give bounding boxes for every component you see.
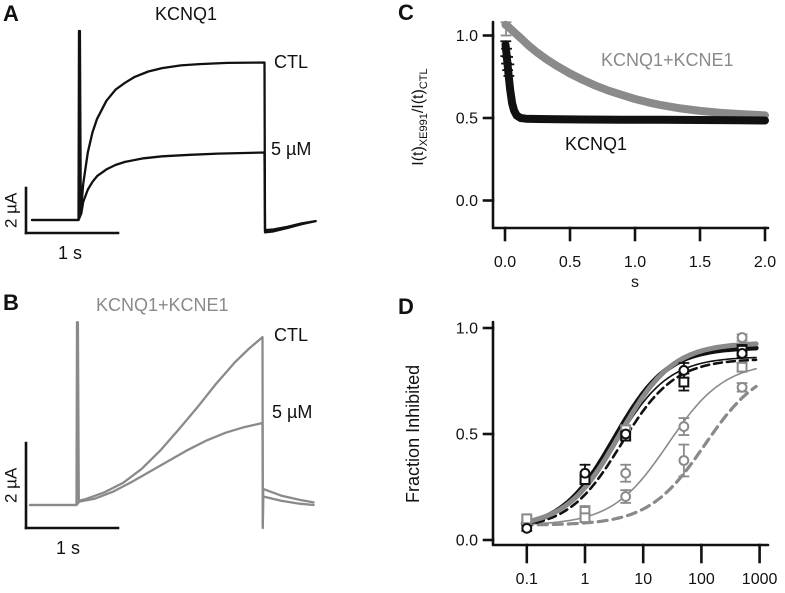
- panel-c-ylabel-main1: I(t): [409, 146, 427, 166]
- panel-d-y-tick-label: 0.5: [456, 427, 478, 444]
- panel-d-marker-gray-squares: [736, 361, 748, 373]
- panel-c-ylabel-main2: /I(t): [409, 89, 427, 114]
- panel-b-label-ctl: CTL: [274, 325, 309, 345]
- panel-d-x-tick-label: 1000: [742, 571, 778, 588]
- panel-c-x-tick-label: 1.0: [624, 254, 646, 271]
- panel-d-marker-gray-circles-upper: [678, 421, 690, 432]
- panel-a-scalebar-vertical-label: 2 µA: [1, 192, 21, 228]
- panel-d-marker-gray-squares: [521, 513, 533, 525]
- panel-d-axes: [491, 320, 770, 547]
- panel-d-y-tick-label: 0.0: [456, 533, 478, 550]
- panel-a-trace-dose: [30, 151, 317, 232]
- panel-b-label-dose: 5 µM: [272, 402, 313, 422]
- panel-c-axes: [491, 20, 770, 230]
- panel-d-fit-thin-black-fit: [522, 356, 757, 526]
- panel-d-fit-black-dashed-fit: [521, 358, 758, 527]
- panel-d-x-tick-label: 10: [634, 571, 652, 588]
- panel-d-marker-gray-circles-upper: [620, 467, 632, 479]
- panel-c-ylabel-sub2: CTL: [417, 68, 430, 90]
- panel-a-label-ctl: CTL: [274, 52, 309, 72]
- panel-d-fit-gray-dashed-fit: [521, 384, 758, 527]
- panel-b-scalebar-horizontal-label: 1 s: [55, 538, 80, 558]
- panel-c-letter: C: [398, 0, 414, 25]
- panel-c-y-tick-label: 1.0: [456, 28, 478, 45]
- panel-d-marker-black-circles: [620, 428, 632, 440]
- panel-a-title: KCNQ1: [154, 4, 217, 24]
- panel-c-y-tick-label: 0.5: [456, 111, 478, 128]
- panel-c-y-axis-label: I(t)XE991/I(t)CTL: [410, 42, 430, 192]
- panel-d-marker-gray-circles-lower: [678, 455, 690, 466]
- panel-d-letter: D: [398, 294, 414, 319]
- panel-d-x-tick-label: 1: [581, 571, 590, 588]
- panel-b-trace-dose: [28, 421, 315, 528]
- panel-a-label-dose: 5 µM: [271, 139, 312, 159]
- panel-d-x-tick-label: 100: [688, 571, 715, 588]
- panel-d-fit-thick-black-fit: [520, 345, 759, 527]
- panel-d-marker-gray-circles-upper: [736, 332, 748, 343]
- panel-d-marker-black-circles: [579, 467, 591, 479]
- panel-d-marker-gray-circles-lower: [620, 491, 632, 502]
- panel-b-letter: B: [3, 290, 19, 315]
- panel-c-x-tick-label: 0.0: [494, 254, 516, 271]
- panel-d-marker-black-squares: [678, 376, 690, 388]
- panel-d-marker-black-circles: [521, 522, 533, 534]
- panel-a-scalebar-horizontal-label: 1 s: [57, 243, 82, 263]
- panel-a-trace-ctl: [30, 29, 317, 234]
- panel-d-marker-black-circles: [736, 348, 748, 359]
- panel-c-ylabel-sub1: XE991: [417, 113, 430, 147]
- panel-d-fit-thick-gray-fit: [520, 341, 759, 525]
- panel-d-x-tick-label: 0.1: [516, 571, 538, 588]
- panel-c-x-tick-label: 1.5: [689, 254, 711, 271]
- panel-a-letter: A: [3, 1, 19, 26]
- panel-d-y-axis-label: Fraction Inhibited: [403, 364, 424, 503]
- panel-d-marker-gray-squares: [579, 512, 591, 524]
- panel-b-title: KCNQ1+KCNE1: [96, 295, 229, 315]
- panel-c-data-band-kcnq1-kcne1: [501, 20, 769, 120]
- panel-c-x-axis-label: s: [631, 274, 639, 291]
- panel-c-series-label-kcnq1: KCNQ1: [565, 134, 628, 154]
- panel-b-scalebar-vertical-label: 2 µA: [1, 467, 21, 503]
- panel-c-y-tick-label: 0.0: [456, 193, 478, 210]
- panel-b-trace-ctl: [28, 321, 315, 530]
- panel-d-marker-gray-circles-lower: [736, 381, 748, 393]
- panel-c-series-label-kcnq1-kcne1: KCNQ1+KCNE1: [601, 50, 734, 70]
- panel-d-y-tick-label: 1.0: [456, 321, 478, 338]
- panel-d-marker-black-circles: [678, 365, 690, 376]
- panel-c-x-tick-label: 2.0: [754, 254, 776, 271]
- panel-c-x-tick-label: 0.5: [559, 254, 581, 271]
- panel-d-fit-thin-gray-fit: [522, 367, 757, 526]
